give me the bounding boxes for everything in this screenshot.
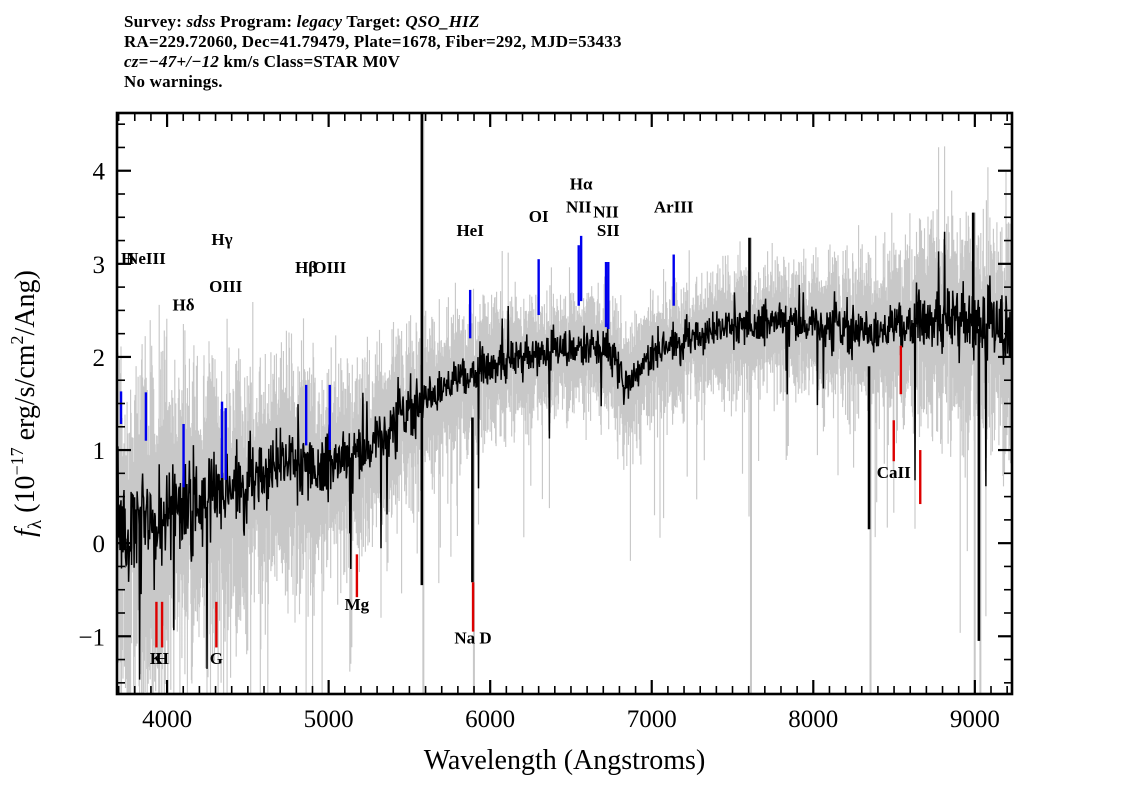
y-tick-label: 3 [93, 252, 106, 279]
absorption-line-label: K [150, 649, 164, 668]
x-tick-label: 7000 [627, 706, 677, 733]
flux-spectrum-group [117, 113, 1012, 680]
y-tick-label: −1 [78, 624, 105, 651]
x-tick-label: 9000 [950, 706, 1000, 733]
header-line-warnings: No warnings. [124, 72, 223, 91]
header-line-redshift: cz=−47+/−12 km/s Class=STAR M0V [124, 52, 984, 72]
y-tick-label: 0 [93, 531, 106, 558]
absorption-line-label: Mg [345, 595, 370, 614]
emission-line-label: OIII [209, 277, 242, 296]
absorption-line-label: H [155, 649, 168, 668]
axes-group: 4000 5000 6000 7000 8000 9000 −1 0 1 2 3 4 Wavelengt… [7, 111, 1014, 776]
emission-line-label: Hα [570, 174, 593, 193]
program-prefix: Program: [215, 12, 297, 31]
emission-line-label: NII [593, 202, 619, 221]
target-prefix: Target: [342, 12, 406, 31]
emission-line-label: Hβ [295, 258, 317, 277]
spectrum-header: Survey: sdss Program: legacy Target: QSO… [124, 12, 984, 92]
program-value: legacy [296, 12, 343, 31]
absorption-line-label: Na D [454, 629, 491, 648]
target-value: QSO_HIZ [405, 12, 480, 31]
y-tick-label: 1 [93, 438, 106, 465]
emission-line-label: NeIII [126, 249, 166, 268]
cz-value: cz=−47+/−12 [124, 52, 220, 71]
header-line-coords: RA=229.72060, Dec=41.79479, Plate=1678, … [124, 32, 622, 51]
emission-line-label: OI [529, 207, 549, 226]
emission-line-label: ArIII [654, 198, 694, 217]
emission-line-label: NII [566, 198, 592, 217]
emission-line-label: OIII [313, 258, 346, 277]
survey-prefix: Survey: [124, 12, 187, 31]
emission-line-label: HeI [456, 221, 484, 240]
emission-line-label: Hδ [173, 295, 195, 314]
absorption-line-label: G [210, 649, 223, 668]
class-value: km/s Class=STAR M0V [219, 52, 401, 71]
x-tick-label: 5000 [304, 706, 354, 733]
flux-curve [117, 231, 1012, 680]
x-axis-title: Wavelength (Angstroms) [424, 745, 706, 776]
x-tick-label: 4000 [142, 706, 192, 733]
y-axis-title: fλ (10−17 erg/s/cm2/Ang) [7, 270, 46, 537]
x-tick-label: 6000 [465, 706, 515, 733]
absorption-line-label: CaII [877, 463, 911, 482]
y-tick-label: 2 [93, 345, 106, 372]
y-tick-label: 4 [93, 159, 106, 186]
header-line-survey: Survey: sdss Program: legacy Target: QSO… [124, 12, 984, 32]
emission-line-label: SII [597, 221, 620, 240]
survey-value: sdss [186, 12, 216, 31]
emission-line-label: Hγ [211, 230, 232, 249]
x-tick-label: 8000 [788, 706, 838, 733]
